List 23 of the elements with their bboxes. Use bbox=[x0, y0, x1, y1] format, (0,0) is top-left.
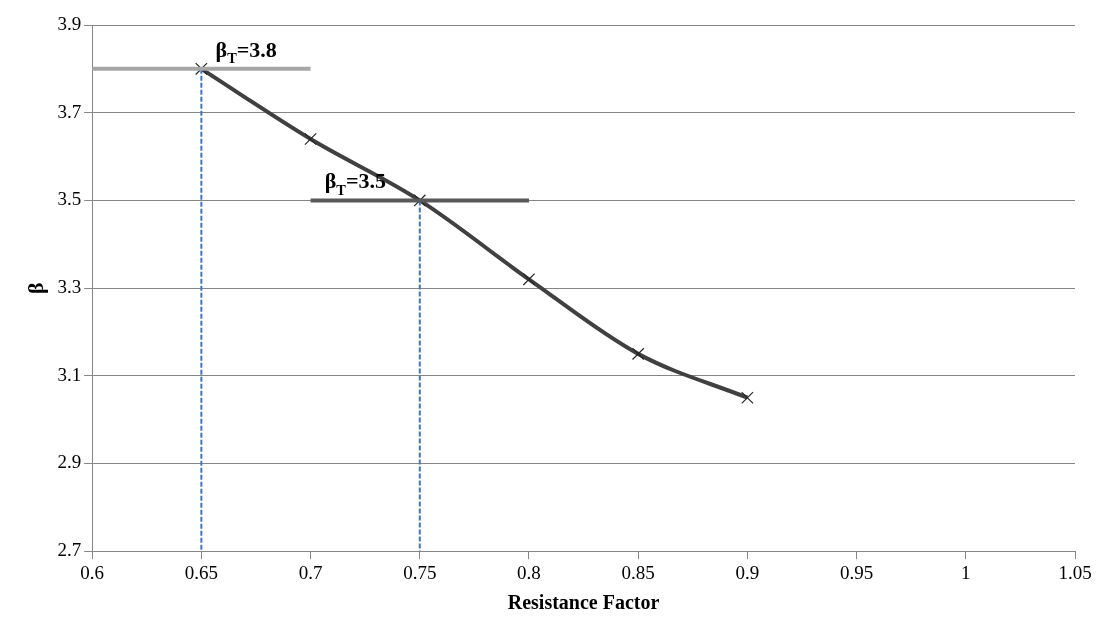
x-tick-label: 0.8 bbox=[517, 561, 541, 583]
y-tick-label: 3.7 bbox=[57, 100, 82, 122]
y-tick-label: 3.9 bbox=[57, 12, 82, 34]
y-axis-title: β bbox=[22, 282, 48, 294]
y-tick-label: 3.3 bbox=[57, 276, 82, 298]
y-tick-label: 2.9 bbox=[57, 451, 82, 473]
x-tick-label: 0.6 bbox=[80, 561, 105, 583]
x-tick-label: 0.95 bbox=[839, 561, 874, 583]
y-tick-label: 3.1 bbox=[57, 363, 82, 385]
x-axis-title: Resistance Factor bbox=[507, 591, 660, 614]
x-tick-label: 0.65 bbox=[184, 561, 218, 583]
point bbox=[741, 391, 754, 404]
x-tick-label: 1 bbox=[961, 561, 971, 583]
y-tick-label: 3.5 bbox=[57, 188, 82, 210]
x-tick-label: 0.9 bbox=[735, 561, 760, 583]
y-tick-label: 2.7 bbox=[57, 539, 82, 561]
x-tick-label: 0.7 bbox=[298, 561, 323, 583]
x-tick-label: 1.05 bbox=[1058, 561, 1092, 583]
point bbox=[304, 132, 317, 146]
x-tick-label: 0.85 bbox=[621, 561, 655, 583]
point bbox=[522, 273, 536, 286]
x-tick-label: 0.75 bbox=[403, 561, 437, 583]
point bbox=[631, 347, 645, 361]
